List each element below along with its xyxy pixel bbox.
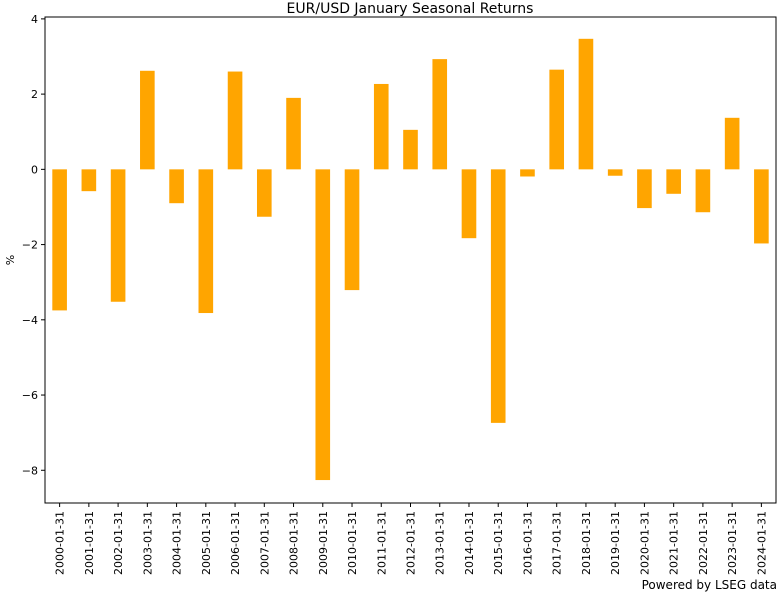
x-tick-label: 2010-01-31 [346, 511, 359, 575]
bar-2000-01-31 [52, 169, 67, 311]
y-axis-label: % [4, 255, 17, 265]
bar-2013-01-31 [432, 59, 448, 170]
bar-2001-01-31 [81, 169, 97, 192]
x-tick-label: 2004-01-31 [171, 511, 184, 575]
bar-2008-01-31 [286, 97, 301, 170]
bar-2010-01-31 [344, 169, 360, 291]
bar-2016-01-31 [520, 169, 535, 177]
bar-2009-01-31 [315, 169, 331, 481]
x-tick-label: 2015-01-31 [492, 511, 505, 575]
x-tick-label: 2018-01-31 [580, 511, 593, 575]
chart-title: EUR/USD January Seasonal Returns [287, 1, 534, 17]
bar-2004-01-31 [169, 169, 184, 204]
bar-2006-01-31 [227, 71, 243, 170]
x-tick-label: 2012-01-31 [405, 511, 418, 575]
y-axis-ticks: 4 2 0 −2 −4 −6 −8 [22, 13, 45, 477]
y-tick-label: 2 [31, 88, 38, 101]
bar-2012-01-31 [403, 129, 418, 170]
bar-2024-01-31 [754, 169, 769, 244]
bar-2011-01-31 [373, 83, 389, 170]
bar-2002-01-31 [110, 169, 126, 302]
x-tick-label: 2005-01-31 [200, 511, 213, 575]
y-tick-label: −2 [22, 239, 38, 252]
x-tick-label: 2022-01-31 [697, 511, 710, 575]
x-tick-label: 2007-01-31 [258, 511, 271, 575]
bar-2020-01-31 [637, 169, 652, 209]
plot-frame [44, 16, 777, 504]
x-tick-label: 2006-01-31 [229, 511, 242, 575]
x-tick-label: 2016-01-31 [521, 511, 534, 575]
y-tick-label: 4 [31, 13, 38, 26]
x-tick-label: 2009-01-31 [317, 511, 330, 575]
bar-2023-01-31 [724, 117, 740, 170]
bars-group [52, 38, 769, 481]
footer-credit: Powered by LSEG data [642, 578, 777, 592]
x-tick-label: 2011-01-31 [375, 511, 388, 575]
x-tick-label: 2000-01-31 [54, 511, 67, 575]
x-tick-label: 2002-01-31 [112, 511, 125, 575]
bar-2021-01-31 [666, 169, 681, 194]
x-tick-label: 2024-01-31 [755, 511, 768, 575]
x-tick-label: 2021-01-31 [668, 511, 681, 575]
x-tick-label: 2017-01-31 [551, 511, 564, 575]
x-tick-label: 2013-01-31 [434, 511, 447, 575]
y-tick-label: 0 [31, 163, 38, 176]
bar-2018-01-31 [578, 38, 594, 170]
x-tick-label: 2019-01-31 [609, 511, 622, 575]
x-axis-ticks: 2000-01-31 2001-01-31 2002-01-31 2003-01-31… [54, 503, 768, 575]
y-tick-label: −6 [22, 389, 38, 402]
bar-2019-01-31 [607, 169, 623, 176]
bar-2007-01-31 [256, 169, 272, 217]
x-tick-label: 2001-01-31 [83, 511, 96, 575]
bar-2022-01-31 [695, 169, 711, 213]
x-tick-label: 2014-01-31 [463, 511, 476, 575]
bar-2005-01-31 [198, 169, 214, 314]
x-tick-label: 2008-01-31 [288, 511, 301, 575]
x-tick-label: 2020-01-31 [638, 511, 651, 575]
bar-2014-01-31 [461, 169, 477, 239]
y-tick-label: −4 [22, 314, 38, 327]
x-tick-label: 2023-01-31 [726, 511, 739, 575]
x-tick-label: 2003-01-31 [141, 511, 154, 575]
bar-2017-01-31 [549, 69, 565, 170]
bar-2015-01-31 [490, 169, 506, 423]
y-tick-label: −8 [22, 464, 38, 477]
bar-2003-01-31 [140, 70, 155, 170]
